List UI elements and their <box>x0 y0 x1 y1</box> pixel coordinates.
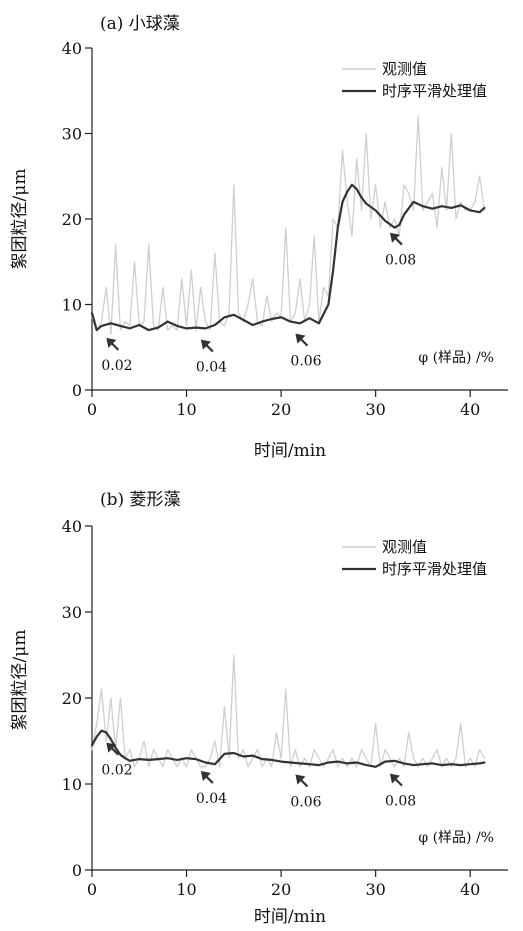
x-tick-label: 40 <box>460 880 480 899</box>
x-tick-label: 30 <box>365 880 385 899</box>
panel-title: (a) 小球藻 <box>100 14 180 34</box>
x-tick-label: 30 <box>365 400 385 419</box>
y-tick-label: 10 <box>62 296 82 315</box>
annotation-arrow <box>106 337 120 351</box>
panel-b: (b) 菱形藻 时间/min 絮团粒径/μm φ (样品) /% 0 10 20 30… <box>10 490 508 927</box>
legend-entry: 观测值 <box>382 538 427 556</box>
annotation-arrow <box>295 774 309 788</box>
annotation-arrow <box>295 333 309 347</box>
x-axis-label: 时间/min <box>254 907 326 927</box>
annotation-label: 0.06 <box>290 354 321 370</box>
arrow-head <box>200 771 211 782</box>
x-tick-label: 20 <box>271 400 291 419</box>
x-tick-label: 10 <box>176 400 196 419</box>
y-tick-label: 30 <box>62 125 82 144</box>
annotation-label: 0.02 <box>101 763 132 779</box>
annotation-label: 0.06 <box>290 795 321 811</box>
arrow-head <box>389 232 400 243</box>
y-axis-label: 絮团粒径/μm <box>10 169 30 270</box>
annotation-arrow <box>389 773 403 787</box>
arrow-head <box>389 773 400 784</box>
annotation-arrow <box>200 771 214 784</box>
annotation-label: 0.04 <box>196 791 227 807</box>
x-axis-label: 时间/min <box>254 441 326 461</box>
arrow-head <box>200 339 211 350</box>
arrow-head <box>106 742 117 753</box>
x-tick-label: 10 <box>176 880 196 899</box>
y-tick-label: 20 <box>62 210 82 229</box>
panel-title: (b) 菱形藻 <box>100 490 181 510</box>
y-tick-label: 20 <box>62 689 82 708</box>
y-tick-label: 0 <box>72 381 82 400</box>
x-tick-label: 20 <box>271 880 291 899</box>
series-smoothed-line <box>90 183 486 332</box>
panel-a: (a) 小球藻 时间/min 絮团粒径/μm φ (样品) /% 0 10 20 30… <box>10 14 508 461</box>
annotation-arrow <box>389 232 403 246</box>
annotation-label: 0.08 <box>385 253 416 269</box>
legend-entry: 时序平滑处理值 <box>382 560 487 578</box>
series-smoothed-line <box>90 729 486 768</box>
y-tick-label: 40 <box>62 517 82 536</box>
concentration-note: φ (样品) /% <box>418 830 494 846</box>
y-tick-label: 0 <box>72 861 82 880</box>
legend-entry: 观测值 <box>382 60 427 78</box>
series-observed-line <box>91 654 486 768</box>
y-tick-label: 40 <box>62 39 82 58</box>
concentration-note: φ (样品) /% <box>418 350 494 366</box>
annotation-arrow <box>200 339 214 353</box>
arrow-head <box>295 333 306 344</box>
x-tick-label: 0 <box>87 400 97 419</box>
arrow-head <box>295 774 306 785</box>
x-tick-label: 40 <box>460 400 480 419</box>
annotation-label: 0.08 <box>385 794 416 810</box>
arrow-head <box>106 337 117 348</box>
annotation-label: 0.04 <box>196 360 227 376</box>
y-tick-label: 10 <box>62 775 82 794</box>
annotation-arrow <box>106 742 120 756</box>
annotation-label: 0.02 <box>101 358 132 374</box>
y-axis-label: 絮团粒径/μm <box>10 630 30 731</box>
legend-entry: 时序平滑处理值 <box>382 82 487 100</box>
series-observed-line <box>91 115 486 336</box>
x-tick-label: 0 <box>87 880 97 899</box>
y-tick-label: 30 <box>62 603 82 622</box>
